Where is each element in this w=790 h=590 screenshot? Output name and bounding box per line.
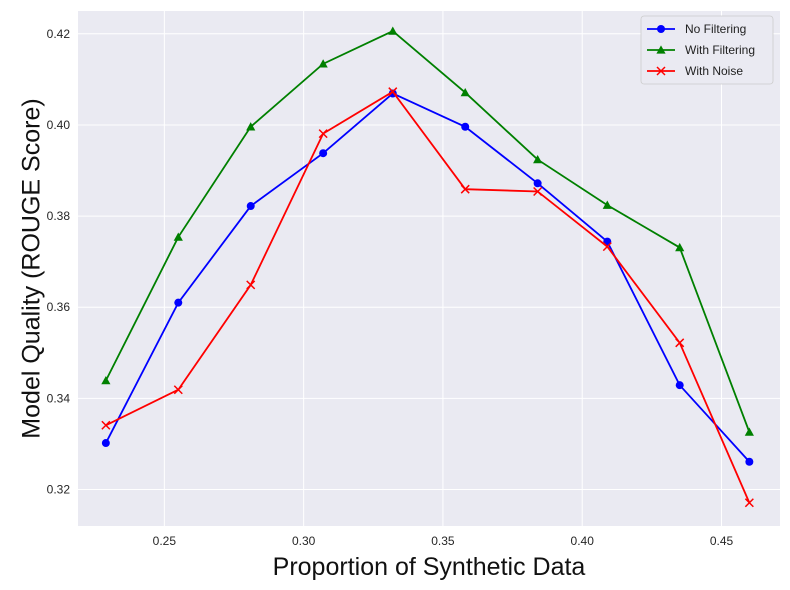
data-point — [602, 200, 612, 209]
y-axis-ticks: 0.32 0.34 0.36 0.38 0.40 0.42 — [47, 27, 71, 497]
data-point — [388, 26, 398, 35]
data-point — [318, 59, 328, 68]
data-point — [533, 154, 543, 164]
data-point — [173, 232, 183, 241]
legend-marker — [656, 66, 666, 76]
data-point — [460, 184, 470, 194]
data-point — [744, 427, 754, 436]
series-layer — [101, 26, 754, 508]
data-point — [173, 385, 183, 395]
x-tick-label: 0.25 — [153, 534, 177, 548]
plot-area — [78, 11, 780, 526]
data-point — [246, 280, 256, 290]
legend-label: With Filtering — [685, 43, 755, 57]
x-axis-ticks: 0.25 0.30 0.35 0.40 0.45 — [153, 534, 734, 548]
data-point — [319, 149, 328, 158]
x-tick-label: 0.30 — [292, 534, 316, 548]
series-with-filtering — [101, 26, 754, 436]
data-point — [533, 179, 542, 188]
data-point — [101, 439, 110, 448]
series-line — [105, 29, 751, 433]
series-with-noise — [101, 87, 754, 508]
data-point — [461, 122, 470, 131]
x-tick-label: 0.35 — [431, 534, 455, 548]
data-point — [745, 457, 754, 466]
data-point — [388, 87, 398, 97]
y-tick-label: 0.36 — [47, 300, 71, 314]
data-point — [174, 298, 183, 307]
y-tick-label: 0.32 — [47, 483, 71, 497]
data-point — [744, 498, 754, 508]
x-tick-label: 0.45 — [710, 534, 734, 548]
legend: No Filtering With Filtering With Noise — [640, 15, 774, 85]
y-tick-label: 0.42 — [47, 27, 71, 41]
data-point — [675, 242, 685, 252]
y-tick-label: 0.40 — [47, 118, 71, 132]
legend-marker — [656, 45, 666, 54]
data-point — [675, 338, 685, 348]
legend-box — [640, 15, 774, 85]
data-point — [246, 202, 255, 211]
data-point — [101, 376, 111, 385]
y-axis-label: Model Quality (ROUGE Score) — [18, 98, 46, 438]
series-line — [105, 90, 751, 504]
y-tick-label: 0.34 — [47, 391, 71, 405]
data-point — [602, 242, 612, 252]
legend-marker — [657, 25, 665, 33]
legend-item: With Filtering — [647, 43, 755, 57]
legend-item: With Noise — [647, 64, 743, 78]
data-point — [460, 87, 470, 97]
legend-item: No Filtering — [647, 22, 746, 36]
x-axis-label: Proportion of Synthetic Data — [273, 553, 586, 581]
x-tick-label: 0.40 — [571, 534, 595, 548]
legend-label: With Noise — [685, 64, 743, 78]
grid-lines — [78, 11, 780, 526]
legend-label: No Filtering — [685, 22, 746, 36]
data-point — [101, 420, 111, 430]
data-point — [246, 122, 256, 131]
series-line — [105, 92, 751, 463]
data-point — [533, 186, 543, 197]
data-point — [675, 381, 684, 390]
data-point — [318, 129, 328, 139]
series-no-filtering — [101, 89, 754, 466]
y-tick-label: 0.38 — [47, 209, 71, 223]
